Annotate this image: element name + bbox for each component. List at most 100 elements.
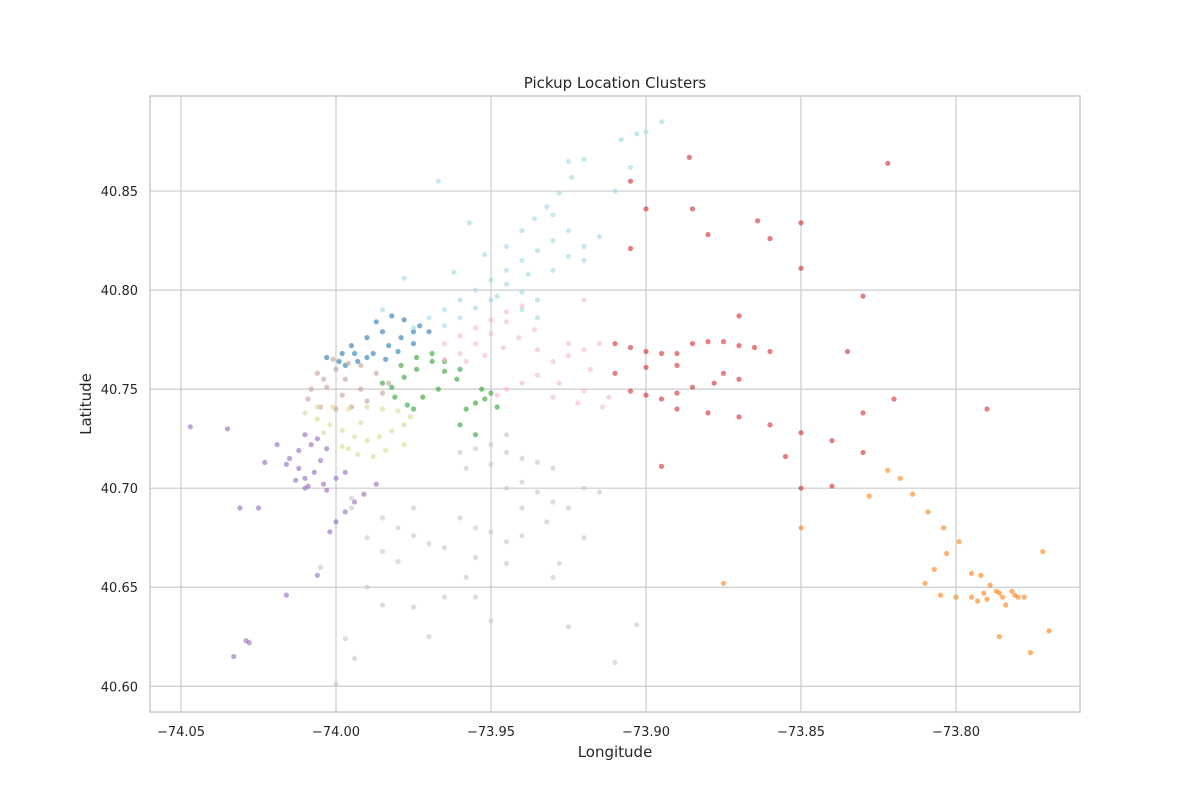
scatter-point bbox=[410, 341, 417, 347]
scatter-point bbox=[550, 574, 556, 580]
cluster-series bbox=[379, 350, 500, 438]
scatter-point bbox=[829, 438, 835, 444]
scatter-point bbox=[550, 358, 556, 364]
scatter-point bbox=[373, 481, 379, 487]
scatter-point bbox=[389, 428, 395, 434]
scatter-point bbox=[798, 485, 804, 491]
y-tick-label: 40.75 bbox=[101, 383, 138, 398]
scatter-point bbox=[550, 238, 556, 244]
scatter-point bbox=[379, 515, 386, 521]
scatter-point bbox=[503, 560, 510, 567]
scatter-point bbox=[494, 404, 500, 410]
scatter-point bbox=[410, 325, 417, 331]
scatter-point bbox=[503, 319, 510, 325]
scatter-point bbox=[379, 380, 386, 386]
scatter-point bbox=[324, 384, 330, 390]
scatter-point bbox=[488, 390, 494, 396]
scatter-point bbox=[534, 372, 541, 378]
scatter-point bbox=[494, 392, 500, 398]
scatter-point bbox=[352, 350, 358, 357]
scatter-point bbox=[348, 505, 355, 511]
scatter-point bbox=[556, 190, 562, 196]
scatter-point bbox=[736, 313, 742, 319]
scatter-point bbox=[984, 596, 990, 602]
scatter-point bbox=[534, 315, 541, 321]
scatter-point bbox=[308, 442, 314, 448]
scatter-point bbox=[435, 178, 441, 184]
scatter-point bbox=[720, 580, 727, 586]
scatter-point bbox=[407, 414, 413, 420]
scatter-point bbox=[314, 436, 320, 442]
scatter-point bbox=[317, 564, 324, 571]
scatter-point bbox=[658, 350, 665, 357]
scatter-point bbox=[643, 348, 649, 355]
scatter-point bbox=[519, 479, 525, 485]
scatter-point bbox=[339, 444, 345, 450]
scatter-point bbox=[414, 354, 420, 361]
scatter-point bbox=[844, 348, 851, 355]
scatter-point bbox=[984, 406, 990, 412]
scatter-point bbox=[324, 487, 330, 493]
scatter-point bbox=[488, 461, 494, 467]
scatter-point bbox=[364, 335, 370, 341]
scatter-point bbox=[472, 594, 479, 600]
scatter-point bbox=[379, 307, 386, 313]
scatter-point bbox=[705, 339, 711, 345]
scatter-point bbox=[689, 206, 696, 212]
plot-frame bbox=[149, 95, 1081, 713]
cluster-series bbox=[612, 154, 990, 491]
scatter-point bbox=[798, 220, 804, 226]
scatter-point bbox=[401, 422, 407, 428]
scatter-point bbox=[658, 119, 665, 125]
scatter-point bbox=[556, 380, 562, 386]
scatter-point bbox=[519, 505, 525, 511]
scatter-point bbox=[482, 396, 488, 402]
scatter-point bbox=[686, 154, 693, 160]
scatter-point bbox=[488, 317, 494, 323]
scatter-point bbox=[401, 275, 407, 281]
scatter-point bbox=[634, 622, 640, 628]
scatter-point bbox=[600, 404, 606, 410]
scatter-point bbox=[627, 344, 634, 351]
scatter-point bbox=[321, 376, 327, 382]
scatter-point bbox=[479, 386, 485, 392]
scatter-point bbox=[395, 408, 401, 414]
scatter-point bbox=[581, 535, 587, 541]
scatter-point bbox=[333, 519, 339, 525]
scatter-point bbox=[689, 384, 696, 390]
scatter-point bbox=[472, 305, 479, 311]
scatter-point bbox=[355, 451, 361, 458]
scatter-point bbox=[1003, 602, 1009, 608]
scatter-point bbox=[296, 465, 302, 471]
scatter-point bbox=[829, 483, 835, 489]
scatter-point bbox=[472, 341, 479, 347]
scatter-point bbox=[581, 346, 587, 353]
scatter-point bbox=[410, 604, 417, 610]
scatter-point bbox=[401, 317, 407, 323]
scatter-point bbox=[587, 366, 593, 372]
scatter-point bbox=[674, 362, 680, 368]
y-axis-label: Latitude bbox=[77, 373, 95, 435]
scatter-point bbox=[305, 396, 311, 402]
scatter-point bbox=[643, 206, 649, 212]
scatter-point bbox=[410, 329, 417, 335]
scatter-point bbox=[596, 234, 603, 240]
scatter-point bbox=[569, 174, 575, 180]
scatter-point bbox=[187, 424, 193, 430]
scatter-point bbox=[441, 594, 448, 600]
scatter-point bbox=[519, 257, 525, 263]
scatter-point bbox=[333, 681, 339, 687]
scatter-point bbox=[348, 495, 355, 501]
scatter-point bbox=[519, 455, 525, 462]
scatter-point bbox=[503, 449, 510, 456]
scatter-point bbox=[999, 594, 1006, 600]
scatter-point bbox=[472, 525, 479, 531]
x-tick-label: −73.80 bbox=[932, 725, 980, 740]
cluster-series bbox=[379, 119, 665, 331]
scatter-point bbox=[314, 404, 320, 410]
scatter-point bbox=[1040, 549, 1046, 555]
scatter-point bbox=[333, 475, 339, 481]
scatter-point bbox=[674, 390, 680, 396]
scatter-point bbox=[519, 289, 525, 295]
scatter-point bbox=[370, 350, 376, 357]
